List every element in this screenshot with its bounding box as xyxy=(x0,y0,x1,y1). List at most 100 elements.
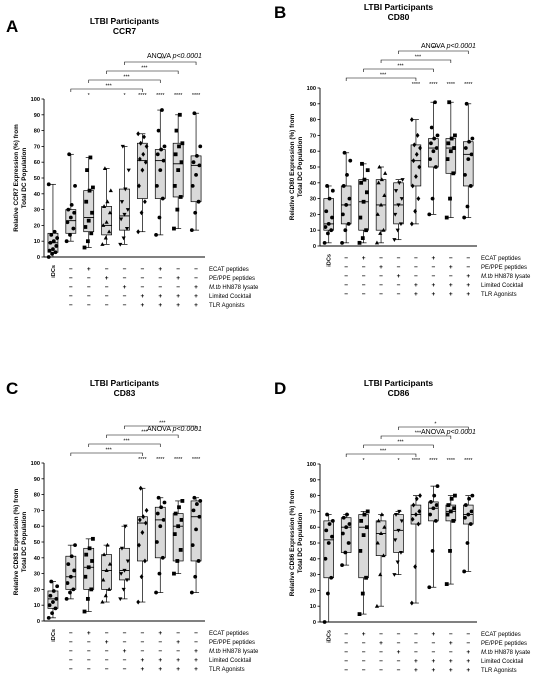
data-point xyxy=(137,156,142,162)
comparison-bracket: *** xyxy=(345,73,417,81)
data-point xyxy=(383,171,388,175)
box-group xyxy=(46,579,60,620)
data-point xyxy=(83,574,88,579)
treatment-sign: − xyxy=(344,273,348,280)
data-point xyxy=(435,484,440,489)
treatment-sign: − xyxy=(123,657,127,664)
data-point xyxy=(448,549,452,553)
data-point xyxy=(448,149,453,154)
treatment-sign: + xyxy=(158,666,162,673)
data-point xyxy=(434,503,439,507)
treatment-sign: − xyxy=(194,630,198,637)
data-point xyxy=(417,164,422,170)
data-point xyxy=(324,528,329,533)
significance-stars: **** xyxy=(464,458,473,464)
data-point xyxy=(343,550,348,555)
bracket-label: *** xyxy=(415,55,422,61)
data-point xyxy=(451,518,456,523)
data-point xyxy=(72,210,77,215)
treatment-sign: + xyxy=(194,657,198,664)
data-point xyxy=(360,161,364,166)
data-point xyxy=(382,524,387,529)
data-point xyxy=(172,226,176,231)
data-point xyxy=(342,150,347,155)
data-point xyxy=(462,569,467,574)
data-point xyxy=(159,147,164,152)
treatment-label: M.tb HN878 lysate xyxy=(209,649,259,655)
data-point xyxy=(54,244,59,248)
panel-subtitle: CD83 xyxy=(114,388,136,398)
treatment-sign: + xyxy=(176,293,180,300)
y-axis-label: Total DC Population xyxy=(297,137,304,198)
data-point xyxy=(101,223,106,227)
box-group xyxy=(444,493,457,586)
data-point xyxy=(86,218,91,223)
data-point xyxy=(326,591,330,596)
comparison-bracket: *** xyxy=(70,84,143,92)
data-point xyxy=(429,125,434,130)
comparison-bracket: *** xyxy=(398,46,469,54)
box-group xyxy=(118,144,131,247)
data-point xyxy=(65,220,70,225)
treatment-label: TLR Agonists xyxy=(209,667,245,673)
data-point xyxy=(378,231,383,235)
y-tick-label: 60 xyxy=(34,160,40,166)
data-point xyxy=(66,207,71,212)
box-group xyxy=(64,152,77,244)
data-point xyxy=(470,493,475,498)
treatment-sign: − xyxy=(87,284,91,291)
treatment-sign: − xyxy=(397,291,401,298)
data-point xyxy=(196,199,201,204)
data-point xyxy=(323,225,328,229)
treatment-sign: − xyxy=(431,640,435,647)
data-point xyxy=(341,184,346,188)
y-tick-label: 40 xyxy=(34,556,40,562)
data-point xyxy=(176,524,181,529)
treatment-sign: − xyxy=(123,639,127,646)
data-point xyxy=(376,180,381,185)
data-point xyxy=(428,157,433,162)
data-point xyxy=(399,519,404,524)
data-point xyxy=(136,229,141,235)
data-point xyxy=(122,212,127,217)
data-point xyxy=(68,574,73,579)
significance-stars: **** xyxy=(192,93,201,99)
data-point xyxy=(413,564,418,570)
bracket-line xyxy=(380,59,452,63)
data-point xyxy=(467,139,471,144)
comparison-bracket: *** xyxy=(88,439,161,447)
x-category-label: iDCs xyxy=(327,630,333,643)
bracket-label: *** xyxy=(105,448,112,454)
comparison-bracket: *** xyxy=(380,55,452,63)
data-point xyxy=(52,229,57,234)
bracket-label: *** xyxy=(397,64,404,70)
data-point xyxy=(468,184,473,188)
data-point xyxy=(55,236,60,240)
treatment-sign: − xyxy=(362,667,366,674)
treatment-sign: − xyxy=(344,291,348,298)
treatment-sign: − xyxy=(379,649,383,656)
data-point xyxy=(176,168,181,172)
data-point xyxy=(340,240,344,245)
data-point xyxy=(198,144,203,149)
data-point xyxy=(445,157,450,161)
treatment-sign: − xyxy=(344,255,348,262)
treatment-label: M.tb HN878 lysate xyxy=(481,274,531,280)
treatment-sign: − xyxy=(362,658,366,665)
treatment-label: ECAT peptides xyxy=(481,256,521,262)
treatment-sign: + xyxy=(158,293,162,300)
data-point xyxy=(180,141,185,146)
treatment-sign: − xyxy=(431,264,435,271)
data-point xyxy=(73,184,77,188)
bracket-line xyxy=(124,425,197,429)
data-point xyxy=(398,222,404,227)
data-point xyxy=(465,204,470,209)
data-point xyxy=(463,173,467,177)
box-group xyxy=(136,485,149,605)
treatment-sign: − xyxy=(344,658,348,665)
treatment-sign: − xyxy=(140,284,144,291)
data-point xyxy=(144,143,149,149)
treatment-sign: − xyxy=(176,648,180,655)
panel-title: LTBI Participants xyxy=(90,16,160,26)
treatment-sign: + xyxy=(158,630,162,637)
